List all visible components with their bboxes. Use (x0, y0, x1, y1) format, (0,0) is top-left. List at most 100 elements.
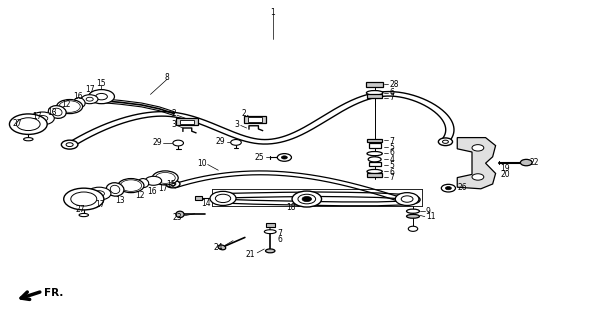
Text: 7: 7 (389, 137, 394, 146)
Circle shape (170, 182, 176, 186)
Text: 11: 11 (426, 212, 435, 221)
Circle shape (442, 140, 448, 143)
Ellipse shape (368, 157, 381, 162)
Circle shape (438, 138, 453, 146)
Circle shape (124, 182, 138, 189)
Circle shape (17, 118, 40, 131)
Circle shape (166, 180, 180, 188)
Ellipse shape (48, 106, 66, 118)
Circle shape (118, 179, 144, 193)
Ellipse shape (110, 185, 120, 194)
Text: 27: 27 (13, 119, 22, 128)
Text: 8: 8 (165, 73, 169, 82)
Circle shape (292, 191, 322, 207)
Ellipse shape (366, 91, 383, 95)
Text: 19: 19 (500, 164, 510, 173)
Ellipse shape (106, 183, 124, 196)
Text: 5: 5 (389, 143, 394, 152)
Circle shape (145, 176, 162, 185)
Circle shape (59, 101, 80, 112)
Text: 10: 10 (197, 159, 206, 168)
Text: 7: 7 (389, 93, 394, 102)
Circle shape (61, 140, 78, 149)
Bar (180, 120, 194, 124)
Circle shape (520, 159, 532, 166)
Text: 24: 24 (214, 243, 223, 252)
Text: 12: 12 (136, 191, 145, 200)
Bar (367, 173, 382, 177)
Text: 15: 15 (166, 180, 176, 189)
Circle shape (71, 192, 97, 206)
Ellipse shape (176, 211, 184, 218)
Text: 6: 6 (277, 235, 282, 244)
Text: 3: 3 (234, 120, 239, 129)
Ellipse shape (74, 98, 85, 107)
Text: 26: 26 (457, 183, 467, 192)
Text: 16: 16 (74, 92, 83, 100)
Text: 28: 28 (389, 80, 399, 89)
Ellipse shape (24, 138, 33, 141)
Ellipse shape (407, 209, 419, 213)
Text: 2: 2 (171, 109, 176, 118)
Text: 20: 20 (500, 170, 510, 179)
Circle shape (298, 194, 316, 204)
Text: 5: 5 (389, 161, 394, 170)
Text: 2: 2 (241, 109, 246, 118)
Ellipse shape (218, 245, 226, 250)
Circle shape (445, 187, 451, 190)
Circle shape (86, 97, 93, 101)
Text: 13: 13 (47, 108, 57, 116)
Circle shape (120, 180, 142, 191)
Bar (266, 223, 275, 227)
Circle shape (155, 172, 175, 183)
Text: 17: 17 (86, 85, 95, 94)
Ellipse shape (266, 249, 275, 253)
Text: 22: 22 (530, 158, 539, 167)
Ellipse shape (138, 179, 149, 188)
Circle shape (231, 140, 241, 145)
Text: FR.: FR. (44, 288, 64, 298)
Bar (369, 143, 381, 148)
Circle shape (81, 95, 98, 104)
Text: 21: 21 (245, 250, 255, 259)
Text: 14: 14 (202, 199, 211, 208)
Circle shape (94, 191, 104, 196)
Text: 13: 13 (116, 196, 125, 205)
Text: 12: 12 (61, 100, 71, 108)
Text: 6: 6 (389, 148, 394, 157)
Text: 17: 17 (32, 112, 41, 121)
Text: 23: 23 (172, 213, 182, 222)
Ellipse shape (264, 230, 276, 234)
Circle shape (472, 174, 484, 180)
Circle shape (302, 196, 312, 202)
Circle shape (159, 174, 172, 181)
Circle shape (281, 156, 287, 159)
Text: 27: 27 (76, 205, 85, 214)
Text: 4: 4 (389, 155, 394, 164)
Text: 6: 6 (389, 168, 394, 177)
Ellipse shape (53, 108, 62, 116)
Bar (369, 162, 381, 166)
Circle shape (63, 103, 77, 110)
Circle shape (152, 171, 178, 185)
Bar (367, 94, 382, 98)
Circle shape (37, 116, 48, 121)
Text: 16: 16 (148, 188, 157, 196)
Circle shape (96, 93, 107, 100)
Circle shape (401, 196, 413, 202)
Circle shape (31, 112, 54, 125)
Polygon shape (457, 138, 496, 189)
Circle shape (441, 184, 455, 192)
Circle shape (410, 198, 416, 201)
Text: 25: 25 (254, 153, 264, 162)
Text: 29: 29 (152, 138, 162, 147)
Bar (176, 118, 198, 125)
Circle shape (9, 114, 47, 134)
Text: 9: 9 (426, 207, 431, 216)
Ellipse shape (408, 226, 418, 231)
Circle shape (210, 191, 236, 205)
Ellipse shape (367, 152, 382, 156)
Circle shape (173, 140, 183, 146)
Text: 3: 3 (171, 120, 176, 129)
Circle shape (395, 193, 419, 205)
